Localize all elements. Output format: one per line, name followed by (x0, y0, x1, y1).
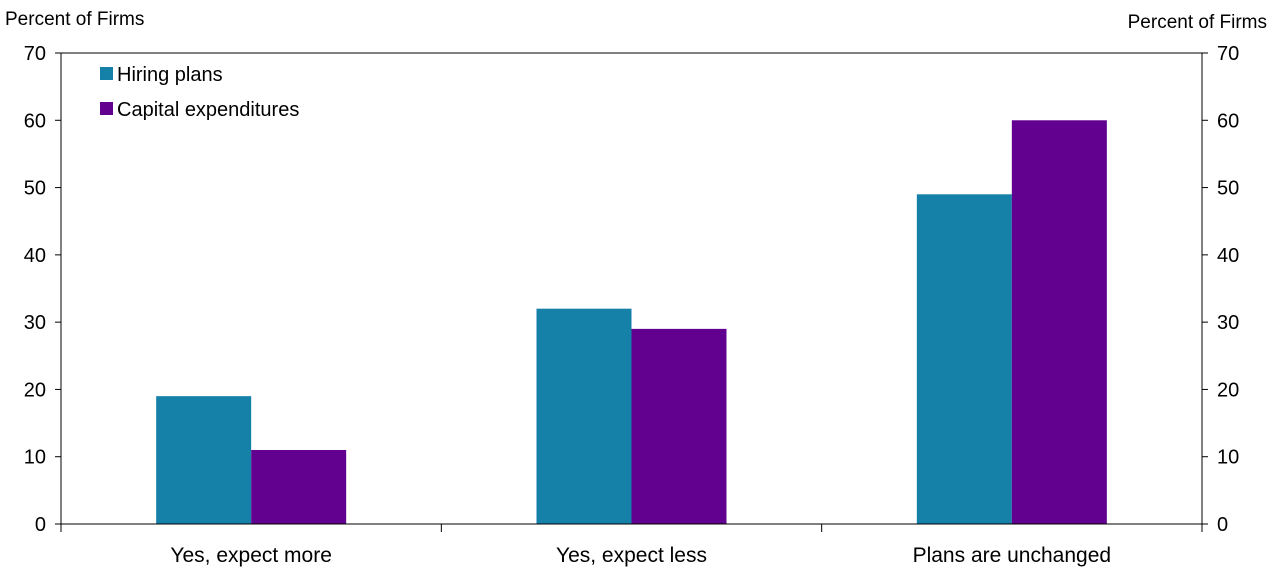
right-y-tick-label: 50 (1217, 178, 1239, 200)
left-y-tick-label: 70 (24, 43, 46, 65)
left-y-tick-label: 60 (24, 110, 46, 132)
left-axis-title: Percent of Firms (5, 9, 144, 30)
right-y-tick-label: 70 (1217, 43, 1239, 65)
left-y-tick-label: 50 (24, 178, 46, 200)
bar (916, 194, 1012, 525)
bars-group (156, 120, 1107, 525)
right-y-tick-label: 30 (1217, 312, 1239, 334)
legend-swatch (100, 102, 113, 115)
left-y-tick-label: 40 (24, 245, 46, 267)
right-y-tick-label: 20 (1217, 379, 1239, 401)
legend: Hiring plans Capital expenditures (100, 64, 299, 121)
x-category-label: Plans are unchanged (913, 544, 1112, 567)
legend-label: Capital expenditures (117, 99, 299, 121)
right-y-tick-label: 60 (1217, 110, 1239, 132)
right-axis-title: Percent of Firms (1128, 12, 1267, 33)
legend-label: Hiring plans (117, 64, 223, 86)
left-y-tick-label: 0 (35, 514, 46, 536)
left-y-tick-label: 30 (24, 312, 46, 334)
right-y-tick-label: 40 (1217, 245, 1239, 267)
left-y-tick-label: 10 (24, 447, 46, 469)
bar (251, 449, 347, 524)
left-y-tick-label: 20 (24, 379, 46, 401)
axes-group: 0 0 10 10 20 20 30 30 40 40 50 50 60 60 70 70 Yes, expec… (24, 43, 1240, 567)
bar (1011, 120, 1107, 525)
bar (536, 308, 632, 524)
bar (631, 328, 727, 524)
right-y-tick-label: 0 (1217, 514, 1228, 536)
bar (156, 396, 252, 524)
right-y-tick-label: 10 (1217, 447, 1239, 469)
legend-swatch (100, 67, 113, 80)
x-category-label: Yes, expect more (170, 544, 331, 567)
x-category-label: Yes, expect less (556, 544, 707, 567)
